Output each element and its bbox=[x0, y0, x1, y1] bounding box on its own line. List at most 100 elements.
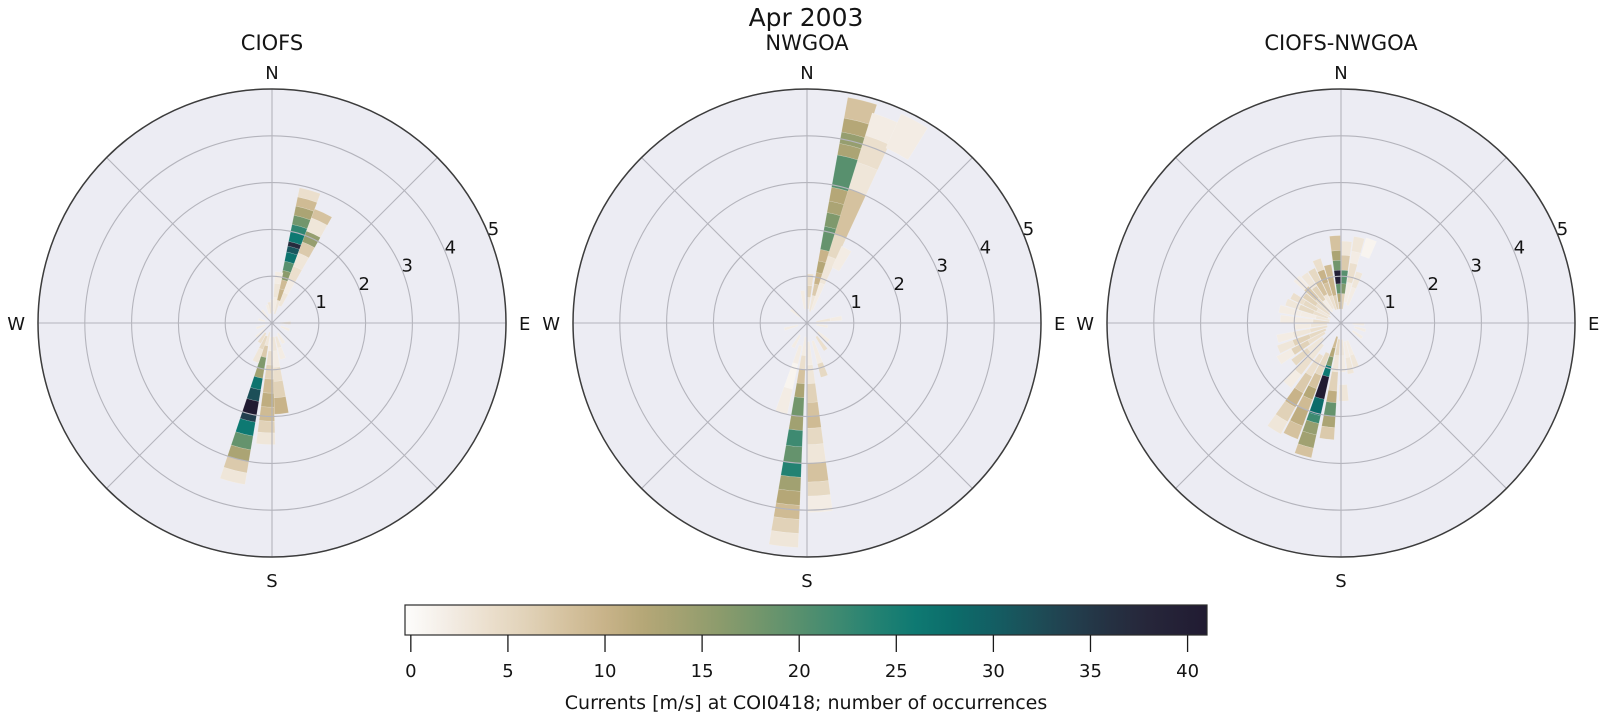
petal-segment bbox=[1346, 262, 1358, 284]
colorbar-tick-label: 30 bbox=[982, 661, 1005, 682]
polar-spine bbox=[572, 88, 1042, 558]
cardinal-label-e: E bbox=[1054, 314, 1065, 335]
grid-spoke bbox=[1340, 322, 1507, 489]
petal-segment bbox=[1312, 310, 1329, 320]
petal-segment bbox=[1309, 325, 1328, 333]
petal-segment bbox=[775, 488, 801, 506]
petal-segment bbox=[1307, 331, 1326, 345]
petal-segment bbox=[306, 217, 328, 238]
petal-segment bbox=[1329, 235, 1341, 252]
cardinal-label-w: W bbox=[7, 314, 25, 335]
cardinal-label-s: S bbox=[266, 571, 277, 592]
petal-segment bbox=[255, 431, 276, 445]
petal-segment bbox=[1321, 414, 1336, 428]
petal-segment bbox=[1322, 299, 1334, 313]
petal-segment bbox=[1325, 355, 1334, 367]
radial-tick-label: 2 bbox=[1427, 274, 1438, 295]
petal-segment bbox=[1301, 271, 1317, 290]
grid-spoke bbox=[641, 322, 808, 489]
petal-segment bbox=[258, 406, 275, 422]
colorbar-tick-label: 5 bbox=[502, 661, 513, 682]
petal-segment bbox=[807, 415, 822, 429]
cardinal-label-s: S bbox=[1335, 571, 1346, 592]
petal-segment bbox=[1305, 353, 1324, 377]
petal-segment bbox=[311, 208, 333, 226]
grid-spoke bbox=[806, 322, 973, 489]
grid-spoke bbox=[106, 322, 273, 489]
petal-segment bbox=[264, 331, 271, 347]
polar-spine bbox=[1106, 88, 1576, 558]
grid-spoke bbox=[271, 322, 438, 489]
petal-segment bbox=[1353, 325, 1367, 333]
petal-segment bbox=[257, 331, 267, 344]
petal-segment bbox=[1276, 339, 1296, 354]
petal-segment bbox=[260, 344, 269, 358]
petal-segment bbox=[1298, 304, 1315, 315]
petal-segment bbox=[1338, 384, 1349, 402]
cardinal-label-e: E bbox=[519, 314, 530, 335]
petal-segment bbox=[810, 282, 825, 311]
petal-segment bbox=[1300, 310, 1317, 320]
radial-tick-label: 4 bbox=[445, 237, 456, 258]
radial-tick-label: 3 bbox=[402, 256, 413, 277]
petal-segment bbox=[885, 113, 929, 161]
petal-segment bbox=[1325, 389, 1338, 404]
polar-grid bbox=[572, 88, 1042, 558]
petal-segment bbox=[1306, 336, 1325, 353]
petal-segment bbox=[1323, 264, 1334, 278]
petal-segment bbox=[778, 474, 802, 492]
polar-grid bbox=[37, 88, 507, 558]
petal-segment bbox=[1292, 328, 1311, 339]
petal-segment bbox=[286, 245, 300, 256]
cardinal-label-n: N bbox=[1334, 63, 1347, 84]
petal-segment bbox=[1302, 292, 1319, 307]
cardinal-label-n: N bbox=[800, 63, 813, 84]
petal-segment bbox=[297, 241, 315, 259]
subplot-title-nwgoa: NWGOA bbox=[765, 31, 849, 55]
colorbar-tick-label: 25 bbox=[885, 661, 908, 682]
petal-segment bbox=[1308, 372, 1322, 390]
petal-segment bbox=[252, 347, 264, 364]
grid-spoke bbox=[806, 157, 973, 324]
colorbar-label: Currents [m/s] at COI0418; number of occ… bbox=[564, 692, 1048, 714]
petal-segment bbox=[1317, 269, 1329, 285]
petal-segment bbox=[768, 530, 799, 548]
petal-segment bbox=[794, 382, 805, 399]
grid-spoke bbox=[271, 157, 438, 324]
petal-segment bbox=[1276, 348, 1296, 365]
petal-segment bbox=[1328, 371, 1339, 392]
petal-segment bbox=[1308, 328, 1327, 339]
petal-segment bbox=[782, 444, 803, 464]
petal-segment bbox=[265, 304, 271, 315]
petal-segment bbox=[1306, 412, 1321, 424]
petal-segment bbox=[771, 516, 800, 534]
petal-segment bbox=[1351, 329, 1364, 340]
petal-segment bbox=[1311, 285, 1326, 303]
radial-tick-label: 2 bbox=[893, 274, 904, 295]
petal-segment bbox=[815, 335, 828, 352]
cardinal-label-n: N bbox=[265, 63, 278, 84]
petal-segment bbox=[811, 340, 823, 365]
petal-segment bbox=[246, 387, 262, 402]
petal-segment bbox=[808, 295, 816, 313]
grid-spoke bbox=[1175, 157, 1342, 324]
petal-segment bbox=[1328, 294, 1338, 311]
petal-segment bbox=[1331, 250, 1341, 262]
petal-segment bbox=[815, 317, 831, 323]
petal-segment bbox=[1289, 292, 1306, 306]
colorbar-tick-label: 20 bbox=[788, 661, 811, 682]
colorbar: 0 5 10 15 20 25 30 35 40 bbox=[404, 604, 1208, 682]
petal-segment bbox=[1327, 275, 1337, 297]
petal-segment bbox=[1267, 413, 1288, 435]
petal-segment bbox=[792, 344, 803, 365]
petal-segment bbox=[1323, 293, 1335, 310]
petal-segment bbox=[235, 418, 256, 437]
petal-segment bbox=[1284, 387, 1304, 408]
petal-segment bbox=[1334, 338, 1341, 356]
petal-segment bbox=[1278, 304, 1302, 317]
petal-segment bbox=[1323, 401, 1337, 417]
petal-segment bbox=[255, 324, 266, 330]
petal-segment bbox=[301, 230, 321, 248]
petal-segment bbox=[219, 466, 248, 485]
